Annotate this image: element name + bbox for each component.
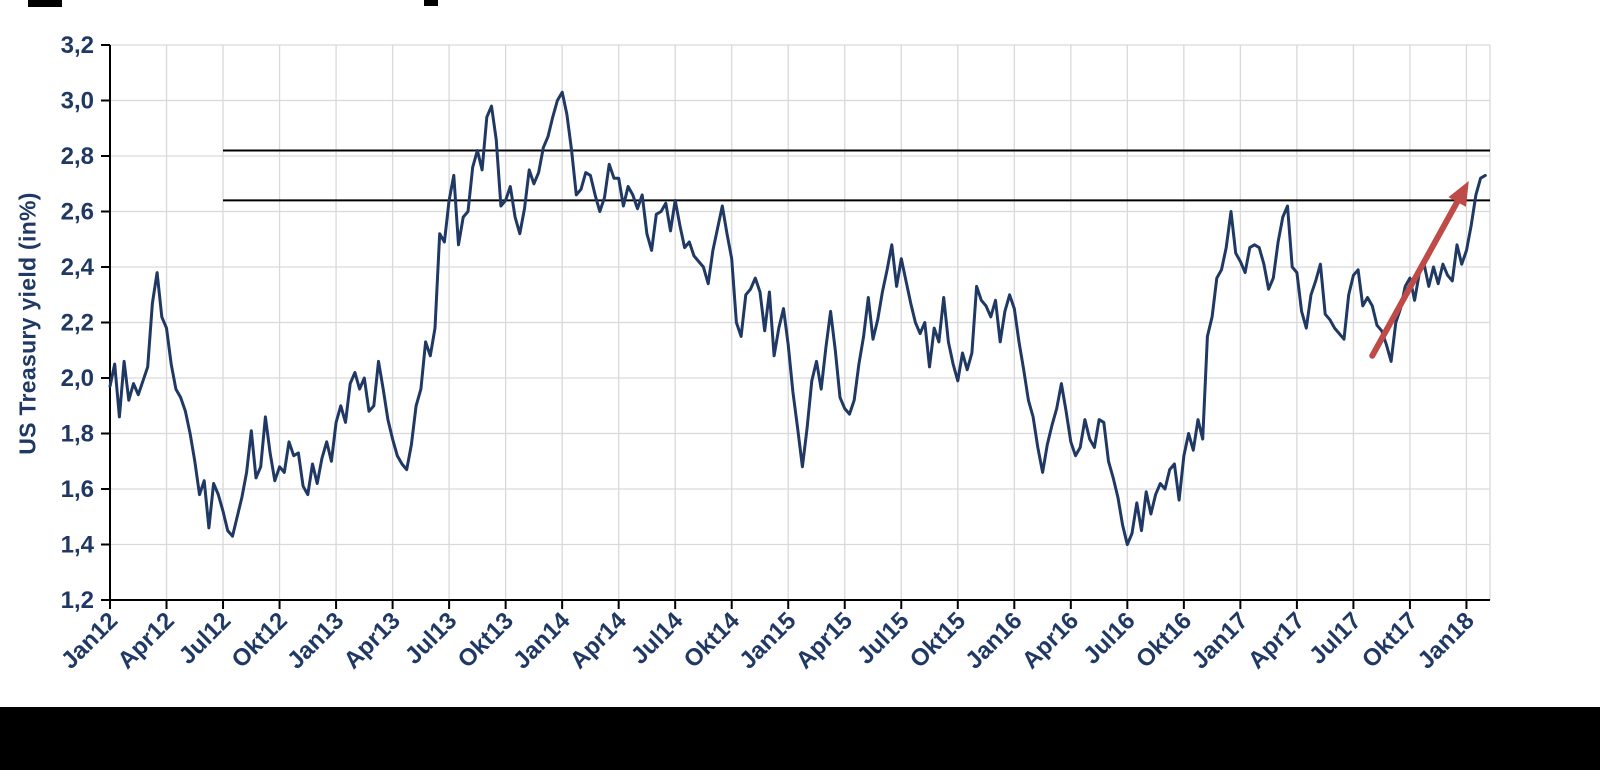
x-tick-label: Okt17 [1357,607,1423,673]
yield-chart: US Treasury yield (in%) 1,2 1,4 1,6 1,8 2,0 2… [14,32,1491,675]
y-tick-label: 2,2 [61,310,94,337]
x-tick-label: Okt12 [227,607,293,673]
y-tick-label: 2,6 [61,199,94,226]
screen-artifact [424,0,438,6]
x-tick-label: Apr14 [565,607,633,675]
x-tick-label: Jan13 [282,607,349,674]
x-tick-label: Apr17 [1243,607,1310,674]
x-tick-label: Jul12 [174,607,236,669]
y-axis-title: US Treasury yield (in%) [14,192,41,455]
x-tick-label: Apr12 [113,607,180,674]
reference-lines [223,149,1490,202]
gridlines [109,44,1491,601]
x-tick-label: Okt14 [679,607,746,674]
arrow-head [1448,180,1469,207]
x-tick-label: Jul15 [852,607,914,669]
y-tick-label: 3,0 [61,88,94,115]
x-tick-label: Okt15 [905,607,971,673]
x-tick-label: Jul16 [1078,607,1140,669]
x-tick-label: Okt13 [453,607,519,673]
x-tick-label: Jul17 [1304,607,1366,669]
x-tick-label: Jan14 [508,607,576,675]
y-tick-label: 2,0 [61,365,94,392]
x-tick-label: Jan12 [56,607,123,674]
x-tick-labels: Jan12Apr12Jul12Okt12Jan13Apr13Jul13Okt13… [56,607,1480,675]
axes [101,44,1490,609]
x-tick-label: Okt16 [1131,607,1197,673]
y-tick-label: 2,4 [61,254,95,281]
x-tick-label: Jan18 [1412,607,1479,674]
yield-line [108,90,1487,546]
yield-series [108,90,1487,546]
y-tick-labels: 1,2 1,4 1,6 1,8 2,0 2,2 2,4 2,6 2,8 3,0 3,2 [61,32,95,614]
x-tick-label: Apr16 [1017,607,1084,674]
arrow-shaft [1369,198,1461,359]
chart-plot: 1,21,41,61,82,02,22,42,62,83,03,2Jan12Ap… [56,32,1491,675]
y-tick-label: 1,4 [61,532,95,559]
y-tick-label: 1,2 [61,587,94,614]
x-tick-label: Jul14 [626,607,689,670]
y-tick-label: 1,8 [61,421,94,448]
y-tick-label: 1,6 [61,476,94,503]
y-tick-label: 2,8 [61,143,94,170]
x-tick-label: Jan17 [1186,607,1253,674]
bottom-black-bar [0,707,1600,770]
screen-artifact [28,0,62,7]
y-tick-label: 3,2 [61,32,94,59]
x-tick-label: Apr13 [339,607,406,674]
x-tick-label: Apr15 [791,607,858,674]
x-tick-label: Jan16 [960,607,1027,674]
x-tick-label: Jan15 [734,607,801,674]
x-tick-label: Jul13 [400,607,462,669]
trend-arrow [1369,180,1469,359]
